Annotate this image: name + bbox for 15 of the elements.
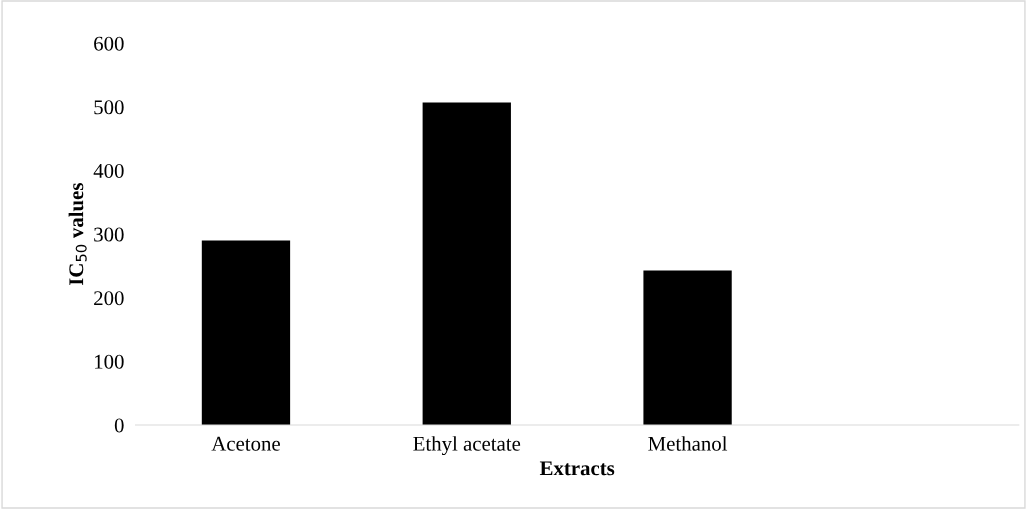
y-tick-label: 200 bbox=[94, 291, 124, 306]
x-tick-label: Methanol bbox=[648, 436, 728, 451]
x-axis-title: Extracts bbox=[539, 461, 615, 476]
bar bbox=[643, 270, 732, 426]
bar bbox=[201, 240, 291, 426]
y-tick-label: 0 bbox=[114, 418, 124, 433]
bar bbox=[422, 102, 511, 426]
y-tick-label: 600 bbox=[94, 36, 124, 51]
y-tick-label: 500 bbox=[94, 100, 124, 115]
y-tick-label: 100 bbox=[95, 354, 124, 369]
y-tick-label: 400 bbox=[93, 163, 124, 178]
x-tick-label: Ethyl acetate bbox=[413, 436, 521, 456]
y-axis-title: IC$_{50}$ values bbox=[68, 183, 87, 286]
y-tick-label: 300 bbox=[94, 227, 124, 242]
x-tick-label: Acetone bbox=[211, 436, 280, 451]
